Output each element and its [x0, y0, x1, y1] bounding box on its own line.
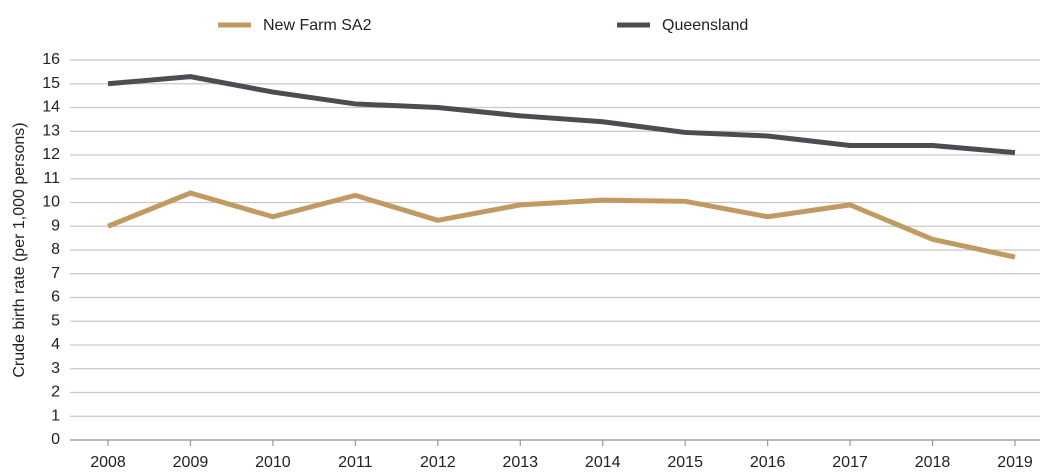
y-tick-label: 6 [51, 289, 60, 306]
y-tick-label: 15 [42, 75, 60, 92]
x-tick-label: 2011 [338, 454, 373, 471]
x-tick-label: 2013 [502, 454, 538, 471]
legend-label: Queensland [662, 17, 748, 34]
y-tick-label: 10 [42, 194, 60, 211]
series-line [107, 74, 1016, 156]
x-tick-label: 2015 [667, 454, 703, 471]
series-line [107, 190, 1016, 260]
x-tick-label: 2017 [832, 454, 868, 471]
y-tick-label: 12 [42, 146, 60, 163]
x-tick-label: 2016 [750, 454, 786, 471]
y-tick-label: 14 [42, 99, 60, 116]
y-tick-label: 1 [51, 407, 60, 424]
y-tick-label: 5 [51, 312, 60, 329]
y-tick-label: 0 [51, 431, 60, 448]
x-tick-label: 2012 [420, 454, 456, 471]
y-tick-label: 2 [51, 384, 60, 401]
y-tick-label: 16 [42, 51, 60, 68]
x-tick-label: 2018 [915, 454, 951, 471]
x-tick-label: 2009 [173, 454, 209, 471]
y-tick-label: 3 [51, 360, 60, 377]
x-tick-label: 2008 [90, 454, 126, 471]
x-tick-label: 2010 [255, 454, 291, 471]
y-axis-label: Crude birth rate (per 1,000 persons) [11, 122, 28, 377]
y-tick-label: 9 [51, 217, 60, 234]
x-tick-label: 2014 [585, 454, 621, 471]
y-tick-label: 11 [43, 170, 60, 187]
y-tick-label: 8 [51, 241, 60, 258]
x-tick-label: 2019 [997, 454, 1033, 471]
legend-label: New Farm SA2 [263, 17, 372, 34]
y-tick-label: 7 [51, 265, 60, 282]
y-tick-label: 4 [51, 336, 60, 353]
y-tick-label: 13 [42, 122, 60, 139]
